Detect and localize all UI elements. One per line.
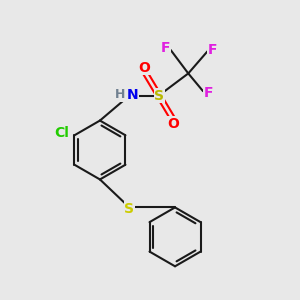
Text: N: N bbox=[127, 88, 138, 102]
Text: F: F bbox=[203, 85, 213, 100]
Text: Cl: Cl bbox=[55, 126, 70, 140]
Text: S: S bbox=[124, 202, 134, 216]
Text: O: O bbox=[138, 61, 150, 75]
Text: H: H bbox=[115, 88, 125, 101]
Text: O: O bbox=[168, 117, 179, 131]
Text: S: S bbox=[154, 88, 164, 103]
Text: F: F bbox=[208, 43, 218, 57]
Text: F: F bbox=[160, 41, 170, 56]
